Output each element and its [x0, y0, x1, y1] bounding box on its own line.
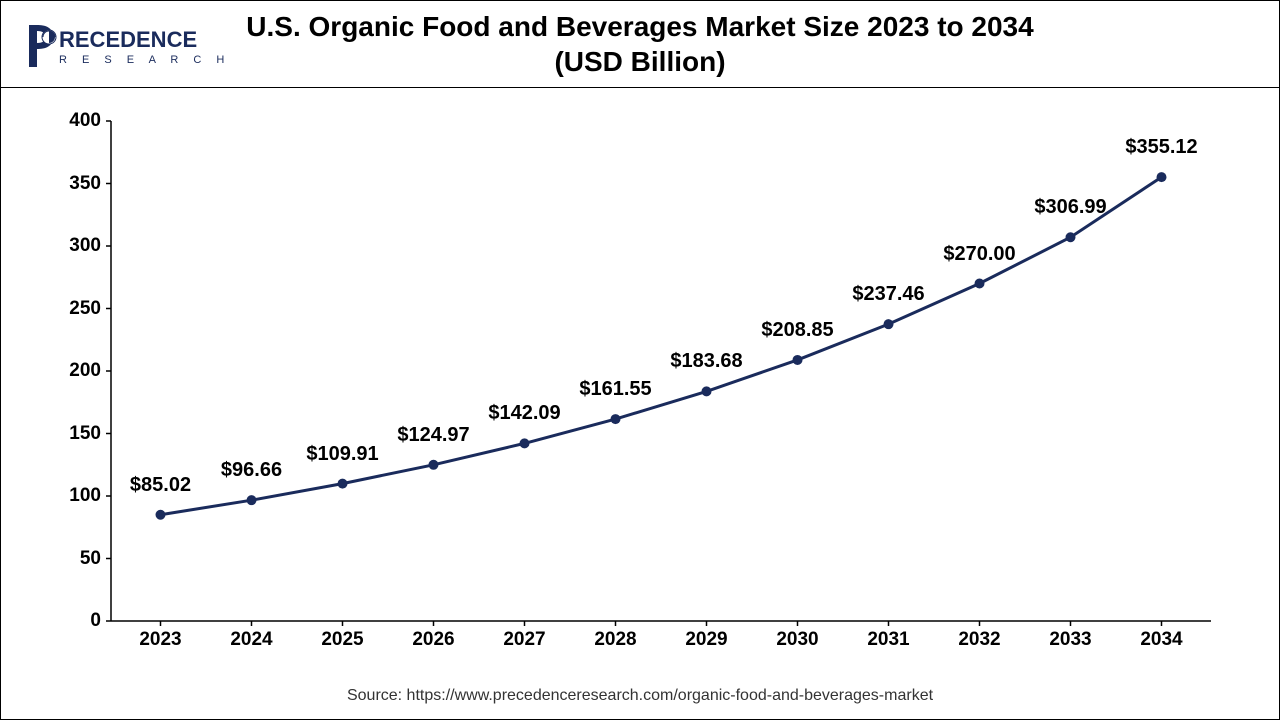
y-tick-label: 250: [51, 298, 101, 320]
y-tick-label: 350: [51, 173, 101, 195]
data-marker: [247, 495, 257, 505]
x-tick-label: 2031: [867, 629, 909, 651]
source-citation: Source: https://www.precedenceresearch.c…: [1, 687, 1279, 705]
x-tick-label: 2026: [412, 629, 454, 651]
x-axis-ticks: 2023 2024 2025 2026 2027 2028 2029 2030 2031 2032…: [111, 629, 1211, 659]
data-marker: [884, 319, 894, 329]
data-point-label: $85.02: [130, 474, 191, 497]
data-point-label: $142.09: [488, 402, 560, 425]
title-divider: [1, 87, 1279, 88]
data-point-label: $109.91: [306, 443, 378, 466]
title-line2: (USD Billion): [554, 46, 725, 77]
data-marker: [975, 279, 985, 289]
chart-container: RECEDENCE R E S E A R C H U.S. Organic F…: [0, 0, 1280, 720]
data-point-label: $270.00: [943, 243, 1015, 266]
data-marker: [156, 510, 166, 520]
x-tick-label: 2032: [958, 629, 1000, 651]
x-tick-label: 2025: [321, 629, 363, 651]
plot-area: 050100150200250300350400 202320242025202…: [111, 121, 1211, 621]
data-marker: [793, 355, 803, 365]
x-tick-label: 2033: [1049, 629, 1091, 651]
data-point-label: $208.85: [761, 319, 833, 342]
data-marker: [338, 479, 348, 489]
data-point-label: $161.55: [579, 378, 651, 401]
data-point-label: $124.97: [397, 424, 469, 447]
data-marker: [429, 460, 439, 470]
data-marker: [1157, 172, 1167, 182]
y-tick-label: 200: [51, 360, 101, 382]
x-tick-label: 2023: [139, 629, 181, 651]
x-tick-label: 2034: [1140, 629, 1182, 651]
data-point-label: $183.68: [670, 350, 742, 373]
y-tick-label: 50: [51, 548, 101, 570]
data-point-label: $96.66: [221, 459, 282, 482]
data-point-label: $237.46: [852, 283, 924, 306]
x-tick-label: 2027: [503, 629, 545, 651]
data-marker: [702, 386, 712, 396]
y-tick-label: 100: [51, 485, 101, 507]
data-marker: [611, 414, 621, 424]
y-tick-label: 150: [51, 423, 101, 445]
y-axis-ticks: 050100150200250300350400: [57, 121, 107, 621]
data-point-label: $355.12: [1125, 136, 1197, 159]
data-point-label: $306.99: [1034, 196, 1106, 219]
y-tick-label: 300: [51, 235, 101, 257]
data-marker: [520, 438, 530, 448]
title-line1: U.S. Organic Food and Beverages Market S…: [246, 11, 1033, 42]
x-tick-label: 2030: [776, 629, 818, 651]
y-tick-label: 0: [51, 610, 101, 632]
x-tick-label: 2029: [685, 629, 727, 651]
chart-title: U.S. Organic Food and Beverages Market S…: [1, 9, 1279, 79]
data-marker: [1066, 232, 1076, 242]
source-text: Source: https://www.precedenceresearch.c…: [347, 687, 933, 704]
x-tick-label: 2028: [594, 629, 636, 651]
x-tick-label: 2024: [230, 629, 272, 651]
y-tick-label: 400: [51, 110, 101, 132]
